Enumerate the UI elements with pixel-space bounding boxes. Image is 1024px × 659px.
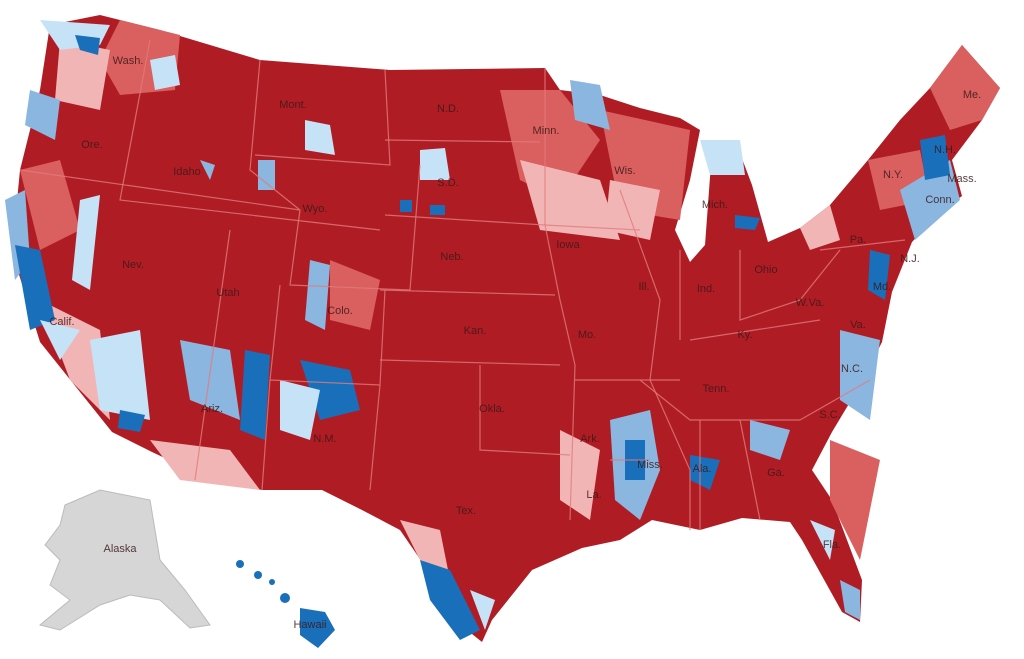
label-mi: Mich. [702, 199, 728, 211]
label-id: Idaho [173, 166, 201, 178]
label-nm: N.M. [313, 433, 336, 445]
label-pa: Pa. [850, 234, 867, 246]
label-nv: Nev. [122, 259, 144, 271]
label-ma: Mass. [947, 173, 976, 185]
label-va: Va. [850, 319, 866, 331]
label-sd: S.D. [437, 177, 458, 189]
label-nj: N.J. [900, 253, 920, 265]
label-ar: Ark. [580, 433, 600, 445]
label-ny: N.Y. [883, 169, 903, 181]
label-mo: Mo. [578, 329, 596, 341]
label-ne: Neb. [440, 251, 463, 263]
label-me: Me. [963, 89, 981, 101]
label-sc: S.C. [819, 409, 840, 421]
label-tn: Tenn. [703, 383, 730, 395]
label-ga: Ga. [767, 467, 785, 479]
label-la: La. [586, 489, 601, 501]
label-ut: Utah [216, 287, 239, 299]
label-oh: Ohio [754, 264, 777, 276]
label-tx: Tex. [456, 505, 476, 517]
label-nh: N.H. [934, 144, 956, 156]
label-ca: Calif. [49, 316, 74, 328]
lean-republican-areas [20, 20, 1000, 580]
label-ky: Ky. [737, 329, 752, 341]
label-in: Ind. [697, 283, 715, 295]
label-md: Md. [873, 281, 891, 293]
label-il: Ill. [639, 281, 650, 293]
label-wy: Wyo. [303, 203, 328, 215]
label-nd: N.D. [437, 103, 459, 115]
label-ia: Iowa [556, 239, 580, 251]
label-az: Ariz. [201, 403, 223, 415]
label-wv: W.Va. [796, 297, 825, 309]
label-ak: Alaska [103, 543, 137, 555]
label-mt: Mont. [279, 99, 307, 111]
state-labels: Wash. Ore. Calif. Nev. Idaho Mont. Wyo. … [49, 55, 981, 631]
democratic-areas [5, 20, 960, 640]
label-wi: Wis. [614, 165, 635, 177]
label-mn: Minn. [533, 125, 560, 137]
hawaii [236, 560, 335, 648]
alaska [38, 489, 211, 631]
label-al: Ala. [693, 463, 712, 475]
label-ms: Miss. [637, 459, 663, 471]
label-ct: Conn. [925, 194, 954, 206]
label-ks: Kan. [464, 325, 487, 337]
state-borders [19, 39, 906, 530]
label-or: Ore. [81, 139, 102, 151]
label-co: Colo. [327, 305, 353, 317]
label-wa: Wash. [113, 55, 144, 67]
label-fl: Fla. [823, 539, 841, 551]
label-nc: N.C. [841, 363, 863, 375]
label-ok: Okla. [479, 403, 505, 415]
label-hi: Hawaii [293, 619, 326, 631]
